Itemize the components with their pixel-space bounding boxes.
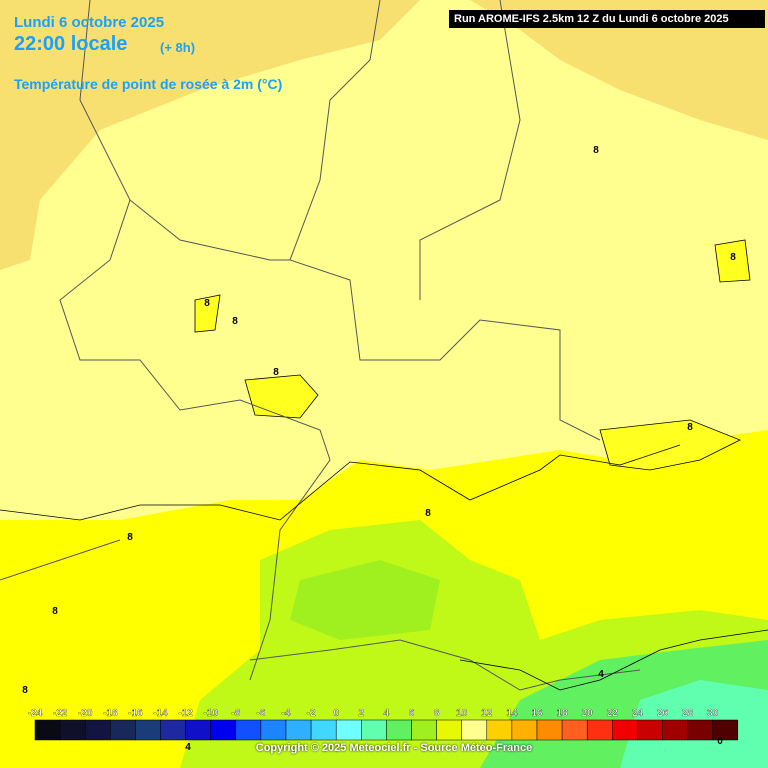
offset: (+ 8h) xyxy=(160,40,196,55)
colorbar-tick-label: 28 xyxy=(682,708,694,719)
contour-area xyxy=(599,419,741,471)
colorbar-swatch xyxy=(536,719,563,741)
border xyxy=(129,199,290,261)
colorbar-tick-label: 6 xyxy=(409,708,415,719)
colorbar-swatch xyxy=(461,719,488,741)
colorbar: -24 -22 -20 -18 -16 -14 -12 -10 -8 -6 -4 -2 0 2 4 6 8 10 1… xyxy=(28,708,739,741)
copyright: Copyright © 2025 Meteociel.fr - Source M… xyxy=(255,742,533,754)
colorbar-swatch xyxy=(361,719,387,741)
colorbar-swatch xyxy=(712,719,739,741)
colorbar-swatch xyxy=(662,719,688,741)
colorbar-swatch xyxy=(586,719,613,741)
contour-label: 8 xyxy=(127,532,133,543)
contour-label: 8 xyxy=(425,508,431,519)
colorbar-swatch xyxy=(386,719,412,741)
contour-label: 8 xyxy=(687,422,693,433)
contour-area xyxy=(194,294,221,333)
colorbar-swatch xyxy=(34,719,61,741)
colorbar-tick-label: 18 xyxy=(557,708,569,719)
border xyxy=(0,539,121,581)
colorbar-swatch xyxy=(637,719,663,741)
colorbar-tick-label: 2 xyxy=(359,708,365,719)
colorbar-swatch xyxy=(511,719,538,741)
colorbar-swatch xyxy=(561,719,588,741)
colorbar-tick-label: -4 xyxy=(282,708,291,719)
colorbar-swatch xyxy=(335,719,362,741)
colorbar-swatch xyxy=(235,719,262,741)
contour-label: 8 xyxy=(593,145,599,156)
border xyxy=(59,0,331,681)
colorbar-swatch xyxy=(310,719,337,741)
parameter: Température de point de rosée à 2m (°C) xyxy=(14,76,283,92)
colorbar-tick-label: 8 xyxy=(434,708,440,719)
colorbar-swatch xyxy=(210,719,237,741)
contour-label: 8 xyxy=(273,367,279,378)
colorbar-tick-label: -14 xyxy=(153,708,168,719)
colorbar-tick-label: 22 xyxy=(607,708,619,719)
colorbar-swatch xyxy=(486,719,513,741)
borders xyxy=(0,0,641,691)
border xyxy=(249,639,641,691)
colorbar-tick-label: -8 xyxy=(231,708,240,719)
contour-label: 4 xyxy=(598,669,604,680)
colorbar-tick-label: 24 xyxy=(632,708,644,719)
contour-label: 4 xyxy=(185,742,191,753)
warm-zone xyxy=(0,0,420,270)
colorbar-tick-label: -2 xyxy=(307,708,316,719)
contour-label: 8 xyxy=(52,606,58,617)
colorbar-swatch xyxy=(185,719,211,741)
colorbar-tick-label: -16 xyxy=(128,708,143,719)
colorbar-swatch xyxy=(260,719,287,741)
colorbar-tick-label: -24 xyxy=(28,708,43,719)
contour-label: 0 xyxy=(717,736,723,747)
colorbar-tick-label: -20 xyxy=(78,708,93,719)
colorbar-tick-label: -12 xyxy=(178,708,193,719)
colorbar-swatch xyxy=(84,719,111,741)
colorbar-tick-label: -10 xyxy=(203,708,218,719)
colorbar-tick-label: 4 xyxy=(384,708,390,719)
colorbar-swatch xyxy=(436,719,462,741)
colorbar-tick-label: 26 xyxy=(657,708,669,719)
colorbar-swatch xyxy=(110,719,136,741)
border xyxy=(419,0,521,300)
contour-label: 8 xyxy=(730,252,736,263)
contour-label: 8 xyxy=(22,685,28,696)
contour-line xyxy=(0,444,681,521)
colorbar-tick-label: 10 xyxy=(456,708,468,719)
contour-label: 8 xyxy=(204,298,210,309)
colorbar-swatch xyxy=(285,719,312,741)
colorbar-swatch xyxy=(160,719,186,741)
colorbar-swatch xyxy=(135,719,161,741)
colorbar-tick-label: 20 xyxy=(582,708,594,719)
colorbar-swatch xyxy=(59,719,86,741)
colorbar-swatch xyxy=(687,719,713,741)
border xyxy=(289,0,601,441)
colorbar-tick-label: 0 xyxy=(333,708,339,719)
colorbar-tick-label: 30 xyxy=(707,708,719,719)
colorbar-tick-label: 16 xyxy=(531,708,543,719)
colorbar-tick-label: 12 xyxy=(481,708,493,719)
colorbar-tick-label: -18 xyxy=(103,708,118,719)
time: 22:00 locale xyxy=(14,33,128,55)
green-zone xyxy=(290,560,440,640)
colorbar-tick-label: -6 xyxy=(256,708,265,719)
contour-labels: 8 8 8 8 8 8 8 8 8 8 4 4 0 xyxy=(22,145,736,753)
date: Lundi 6 octobre 2025 xyxy=(14,14,165,31)
contour-line xyxy=(459,629,768,691)
colorbar-tick-label: 14 xyxy=(506,708,518,719)
colorbar-swatch xyxy=(612,719,638,741)
colorbar-tick-label: -22 xyxy=(53,708,68,719)
contour-area xyxy=(714,239,751,283)
colorbar-swatch xyxy=(411,719,437,741)
contour-area xyxy=(244,374,319,419)
run-info: Run AROME-IFS 2.5km 12 Z du Lundi 6 octo… xyxy=(449,10,765,28)
contour-label: 8 xyxy=(232,316,238,327)
warm-zone xyxy=(470,0,768,140)
